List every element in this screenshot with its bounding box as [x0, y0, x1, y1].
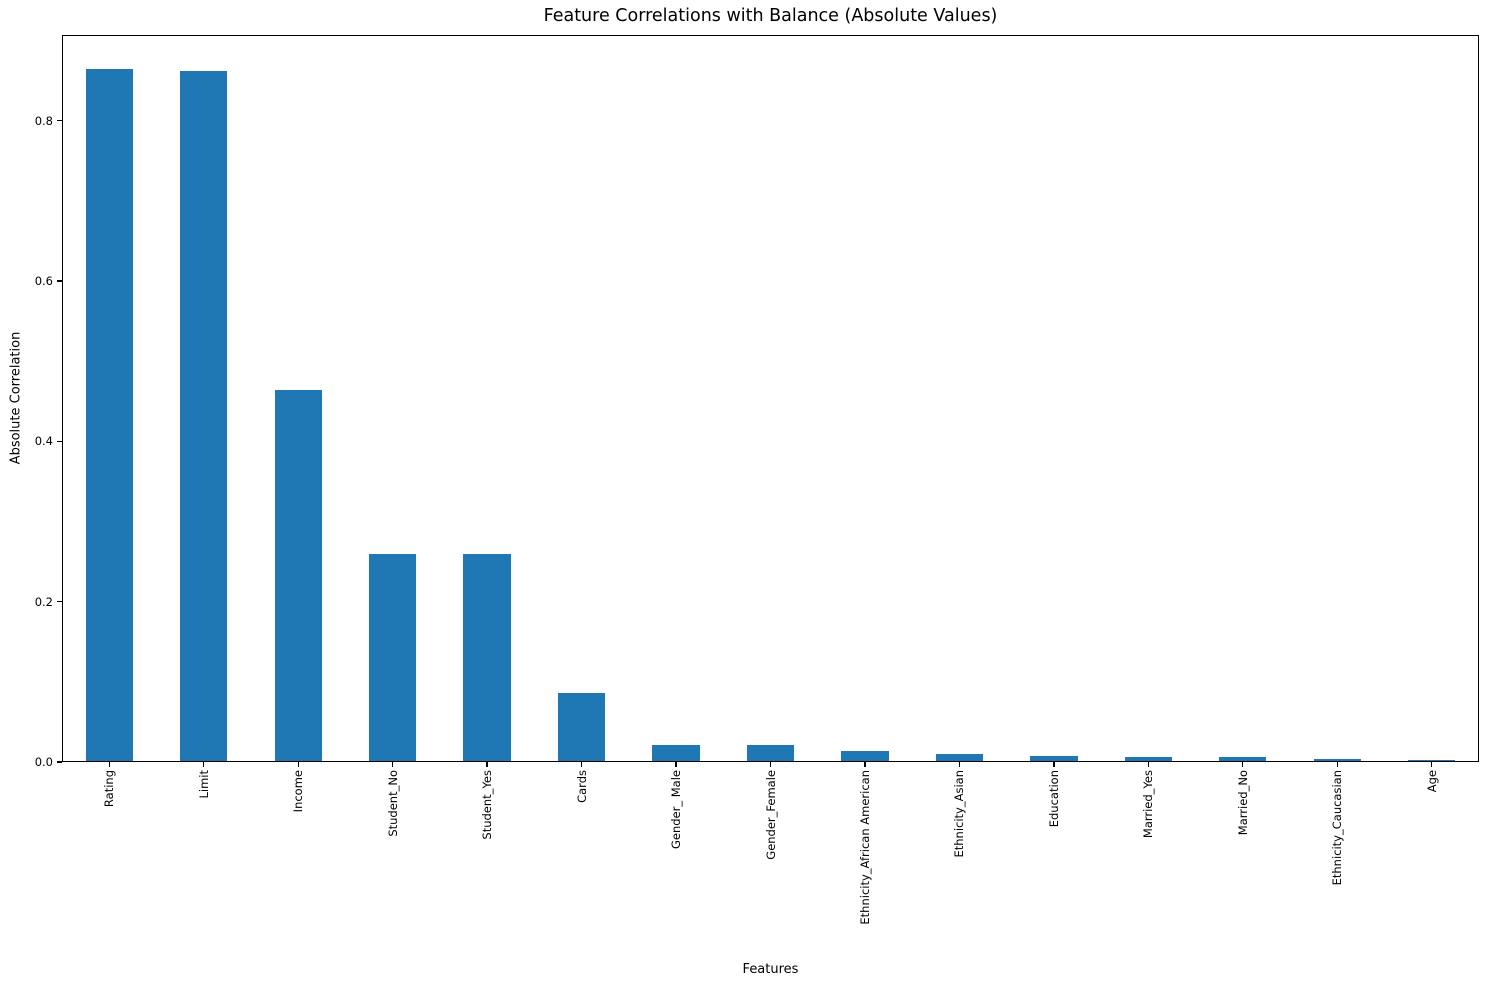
y-tick-label: 0.8 — [34, 113, 53, 128]
x-tick-label-income: Income — [291, 770, 305, 812]
chart-title: Feature Correlations with Balance (Absol… — [543, 6, 998, 26]
x-tick-label-text: Gender_Female — [763, 770, 778, 860]
x-tick-label-limit: Limit — [197, 770, 211, 799]
x-tick-label-text: Education — [1046, 770, 1061, 828]
x-tick-label-text: Age — [1424, 770, 1439, 793]
y-axis-label: Absolute Correlation — [8, 331, 24, 465]
x-tick-label-text: Income — [291, 770, 306, 813]
x-tick-mark — [580, 762, 583, 767]
y-tick-mark — [57, 440, 62, 443]
bar-education — [1030, 755, 1078, 762]
x-tick-mark — [1336, 762, 1338, 767]
bar-gender-female — [746, 745, 795, 762]
x-tick-label-text: Ethnicity_Asian — [952, 770, 967, 858]
x-tick-mark — [391, 762, 394, 767]
x-tick-mark — [675, 762, 677, 767]
bar-student-yes — [463, 554, 511, 762]
x-tick-mark — [297, 762, 299, 767]
x-tick-label-text: Gender_ Male — [669, 770, 684, 850]
bar-limit — [180, 71, 228, 762]
x-tick-label-rating: Rating — [102, 770, 116, 807]
y-tick-mark — [57, 120, 62, 122]
y-tick-label: 0.6 — [34, 274, 53, 289]
bar-cards — [557, 693, 606, 762]
y-tick-label: 0.0 — [34, 755, 53, 769]
x-tick-mark — [1147, 762, 1149, 767]
x-tick-label-ethnicity-african-american: Ethnicity_African American — [858, 770, 872, 925]
x-tick-label-text: Student_No — [385, 770, 400, 837]
x-tick-label-text: Married_Yes — [1141, 770, 1156, 839]
bar-student-no — [369, 554, 417, 762]
bar-married-no — [1219, 757, 1267, 762]
bar-gender-male — [652, 745, 700, 762]
bar-income — [274, 390, 322, 762]
x-tick-label-gender-male: Gender_ Male — [669, 770, 683, 849]
y-tick-mark — [57, 761, 62, 763]
x-tick-label-text: Ethnicity_Caucasian — [1330, 770, 1345, 886]
x-tick-mark — [864, 762, 866, 767]
x-tick-mark — [108, 762, 110, 767]
x-tick-label-age: Age — [1425, 770, 1439, 792]
x-tick-mark — [1053, 762, 1055, 767]
x-tick-label-cards: Cards — [575, 770, 589, 803]
y-tick-label: 0.2 — [34, 594, 53, 609]
y-tick-mark — [57, 280, 62, 282]
x-axis-label: Features — [742, 962, 799, 977]
x-tick-label-gender-female: Gender_Female — [764, 770, 778, 860]
x-tick-mark — [203, 762, 205, 767]
x-tick-label-student-yes: Student_Yes — [480, 770, 494, 840]
bar-ethnicity-asian — [935, 753, 984, 762]
x-tick-label-ethnicity-asian: Ethnicity_Asian — [952, 770, 966, 858]
plot-area: 0.0 0.2 0.4 0.6 0.8 Rating Limit Income Student_… — [35, 35, 1479, 925]
bar-married-yes — [1124, 757, 1172, 762]
x-tick-label-text: Married_No — [1235, 770, 1250, 836]
x-tick-label-married-yes: Married_Yes — [1141, 770, 1155, 838]
x-tick-label-ethnicity-caucasian: Ethnicity_Caucasian — [1330, 770, 1344, 885]
x-tick-mark — [1242, 762, 1244, 767]
x-tick-mark — [769, 762, 772, 767]
x-tick-label-education: Education — [1047, 770, 1061, 827]
bar-ethnicity-african-american — [841, 750, 889, 762]
x-tick-label-married-no: Married_No — [1236, 770, 1250, 835]
x-tick-label-text: Ethnicity_African American — [857, 770, 872, 925]
x-tick-label-student-no: Student_No — [386, 770, 400, 837]
bar-age — [1408, 759, 1456, 762]
x-tick-label-text: Cards — [574, 770, 589, 803]
bar-ethnicity-caucasian — [1313, 758, 1361, 762]
x-tick-label-text: Student_Yes — [480, 770, 495, 840]
x-tick-label-text: Limit — [196, 770, 211, 799]
y-tick-label: 0.4 — [34, 434, 53, 449]
x-tick-label-text: Rating — [102, 770, 117, 808]
x-tick-mark — [1431, 762, 1433, 767]
x-tick-mark — [958, 762, 961, 767]
bar-rating — [85, 69, 133, 762]
y-tick-mark — [57, 601, 62, 603]
x-tick-mark — [486, 762, 488, 767]
